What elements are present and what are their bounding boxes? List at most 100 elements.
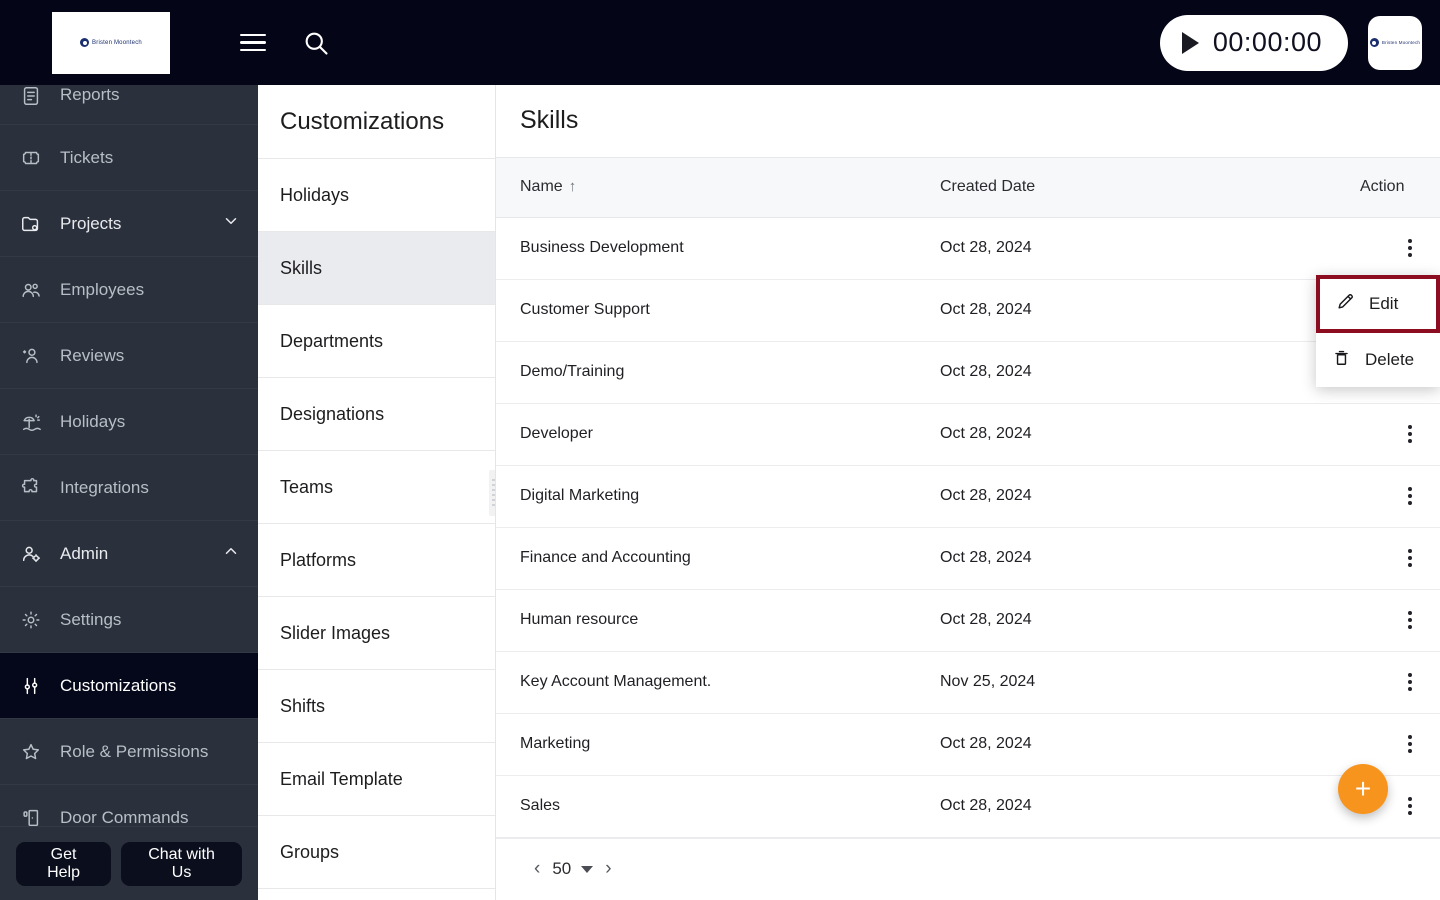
customizations-item-shifts[interactable]: Shifts <box>258 670 495 743</box>
sidebar-item-label: Projects <box>60 213 122 233</box>
get-help-button[interactable]: Get Help <box>16 841 112 886</box>
sidebar-item-projects[interactable]: Projects <box>0 191 258 257</box>
table-row[interactable]: Customer Support Oct 28, 2024 <box>496 279 1440 342</box>
kebab-dot <box>1408 611 1412 616</box>
customizations-item-skills[interactable]: Skills <box>258 232 495 305</box>
pagination-next-button[interactable]: › <box>605 858 612 880</box>
handle-dot <box>492 499 495 501</box>
sidebar-help-bar: Get Help Chat with Us <box>0 826 258 900</box>
kebab-dot <box>1408 501 1412 506</box>
column-header-name[interactable]: Name ↑ <box>496 156 916 218</box>
star-icon <box>18 741 44 763</box>
sidebar-item-reports[interactable]: Reports <box>0 85 258 125</box>
kebab-dot <box>1408 239 1412 244</box>
table-row[interactable]: Sales Oct 28, 2024 <box>496 775 1440 838</box>
cell-action <box>1336 651 1440 714</box>
chevron-up-icon[interactable] <box>222 542 240 565</box>
reviews-user-icon <box>18 345 44 367</box>
sidebar-item-tickets[interactable]: Tickets <box>0 125 258 191</box>
column-header-action: Action <box>1336 156 1440 218</box>
customizations-panel: Customizations Holidays Skills Departments… <box>258 85 496 900</box>
row-actions-menu-icon[interactable] <box>1404 607 1416 633</box>
sort-asc-icon[interactable]: ↑ <box>568 178 577 196</box>
table-row[interactable]: Demo/Training Oct 28, 2024 <box>496 341 1440 404</box>
row-actions-menu-icon[interactable] <box>1404 731 1416 757</box>
column-header-created-date[interactable]: Created Date <box>916 156 1336 218</box>
trash-icon <box>1332 348 1351 372</box>
kebab-dot <box>1408 494 1412 499</box>
customizations-item-holidays[interactable]: Holidays <box>258 159 495 232</box>
sidebar-item-label: Door Commands <box>60 807 189 827</box>
pagination-prev-button[interactable]: ‹ <box>534 858 541 880</box>
table-body: Business Development Oct 28, 2024 Customer… <box>496 217 1440 838</box>
sidebar-item-holidays[interactable]: Holidays <box>0 389 258 455</box>
table-row[interactable]: Developer Oct 28, 2024 <box>496 403 1440 466</box>
customizations-item-platforms[interactable]: Platforms <box>258 524 495 597</box>
sidebar-scroll[interactable]: Reports Tickets Projects Employees Reviews Ho… <box>0 85 258 900</box>
table-row[interactable]: Key Account Management. Nov 25, 2024 <box>496 651 1440 714</box>
employees-icon <box>18 279 44 301</box>
cell-created-date: Oct 28, 2024 <box>916 527 1336 590</box>
pencil-icon <box>1336 292 1355 316</box>
sidebar-item-employees[interactable]: Employees <box>0 257 258 323</box>
sidebar-item-settings[interactable]: Settings <box>0 587 258 653</box>
report-icon <box>18 85 44 107</box>
search-icon[interactable] <box>302 29 330 57</box>
customizations-item-teams[interactable]: Teams <box>258 451 495 524</box>
pagination: ‹ 50 › <box>496 837 1440 900</box>
row-context-menu: Edit Delete <box>1316 275 1440 387</box>
sidebar-item-integrations[interactable]: Integrations <box>0 455 258 521</box>
row-actions-menu-icon[interactable] <box>1404 235 1416 261</box>
row-actions-menu-icon[interactable] <box>1404 483 1416 509</box>
customizations-item-departments[interactable]: Departments <box>258 305 495 378</box>
sidebar-item-reviews[interactable]: Reviews <box>0 323 258 389</box>
add-skill-button[interactable]: + <box>1338 764 1388 814</box>
kebab-dot <box>1408 549 1412 554</box>
play-icon[interactable] <box>1181 31 1199 54</box>
skills-table: Name ↑ Created Date Action Business Devel… <box>496 156 1440 838</box>
table-row[interactable]: Human resource Oct 28, 2024 <box>496 589 1440 652</box>
table-row[interactable]: Business Development Oct 28, 2024 <box>496 217 1440 280</box>
page-size-value: 50 <box>552 859 572 879</box>
brand-logo[interactable]: Bristen Moontech <box>52 11 170 74</box>
hamburger-menu-icon[interactable] <box>240 29 266 57</box>
customizations-item-slider-images[interactable]: Slider Images <box>258 597 495 670</box>
cell-name: Human resource <box>496 589 916 652</box>
kebab-dot <box>1408 749 1412 754</box>
context-menu-delete[interactable]: Delete <box>1316 333 1440 387</box>
sidebar-item-customizations[interactable]: Customizations <box>0 653 258 719</box>
integrations-puzzle-icon <box>18 477 44 499</box>
main-content: Skills Name ↑ Created Date Action Busines… <box>496 85 1440 900</box>
topbar-right-group: 00:00:00 Bristen Moontech <box>1159 14 1440 71</box>
cell-name: Digital Marketing <box>496 465 916 528</box>
kebab-dot <box>1408 556 1412 561</box>
table-row[interactable]: Digital Marketing Oct 28, 2024 <box>496 465 1440 528</box>
cell-action <box>1336 589 1440 652</box>
chevron-down-icon[interactable] <box>222 212 240 235</box>
kebab-dot <box>1408 804 1412 809</box>
cell-created-date: Oct 28, 2024 <box>916 713 1336 776</box>
table-row[interactable]: Finance and Accounting Oct 28, 2024 <box>496 527 1440 590</box>
chat-with-us-button[interactable]: Chat with Us <box>121 841 242 886</box>
chevron-down-icon[interactable] <box>581 865 594 873</box>
kebab-dot <box>1408 811 1412 816</box>
cell-name: Demo/Training <box>496 341 916 404</box>
row-actions-menu-icon[interactable] <box>1404 793 1416 819</box>
table-row[interactable]: Marketing Oct 28, 2024 <box>496 713 1440 776</box>
kebab-dot <box>1408 735 1412 740</box>
row-actions-menu-icon[interactable] <box>1404 545 1416 571</box>
customizations-item-designations[interactable]: Designations <box>258 378 495 451</box>
customizations-item-email-template[interactable]: Email Template <box>258 743 495 816</box>
context-menu-edit[interactable]: Edit <box>1316 275 1440 333</box>
row-actions-menu-icon[interactable] <box>1404 421 1416 447</box>
sidebar-item-role-permissions[interactable]: Role & Permissions <box>0 719 258 785</box>
timer-widget[interactable]: 00:00:00 <box>1159 14 1348 71</box>
row-actions-menu-icon[interactable] <box>1404 669 1416 695</box>
holidays-beach-icon <box>18 411 44 433</box>
panel-resize-handle[interactable] <box>489 469 495 516</box>
avatar[interactable]: Bristen Moontech <box>1368 15 1422 70</box>
customizations-item-groups[interactable]: Groups <box>258 816 495 889</box>
sidebar-item-label: Employees <box>60 279 145 299</box>
sidebar-item-label: Holidays <box>60 411 126 431</box>
sidebar-item-admin[interactable]: Admin <box>0 521 258 587</box>
